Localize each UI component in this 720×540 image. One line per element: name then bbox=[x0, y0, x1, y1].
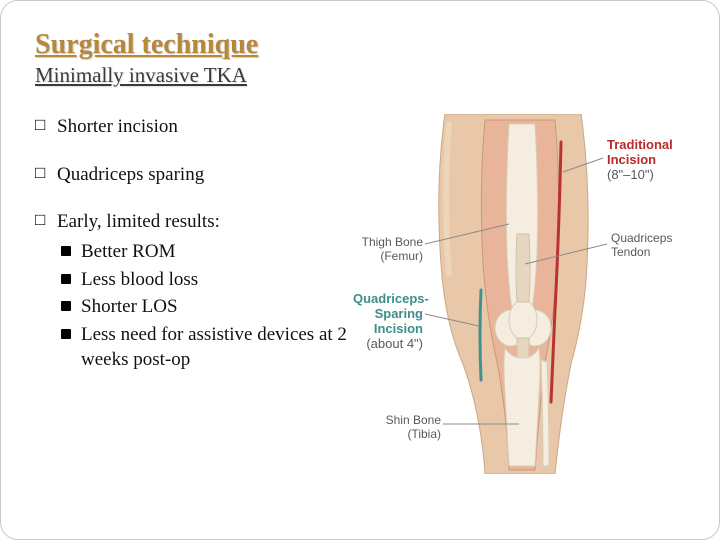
label-line: Incision bbox=[607, 152, 656, 167]
label-quadriceps-tendon: Quadriceps Tendon bbox=[611, 232, 672, 260]
slide-title: Surgical technique bbox=[35, 29, 685, 61]
label-line: Quadriceps- bbox=[353, 291, 429, 306]
bullet-early-results: Early, limited results: bbox=[35, 209, 375, 235]
bullet-quadriceps-sparing: Quadriceps sparing bbox=[35, 162, 375, 188]
label-line: Incision bbox=[374, 321, 423, 336]
label-line: Thigh Bone bbox=[362, 235, 423, 249]
label-line: Quadriceps bbox=[611, 231, 672, 245]
subbullet-rom: Better ROM bbox=[35, 239, 375, 265]
slide-container: Surgical technique Minimally invasive TK… bbox=[0, 0, 720, 540]
label-shin-bone: Shin Bone (Tibia) bbox=[385, 414, 441, 442]
label-line: Tendon bbox=[611, 245, 650, 259]
subbullet-los: Shorter LOS bbox=[35, 294, 375, 320]
bullet-shorter-incision: Shorter incision bbox=[35, 114, 375, 140]
label-line: (Femur) bbox=[380, 249, 423, 263]
label-line: Sparing bbox=[375, 306, 423, 321]
text-column: Shorter incision Quadriceps sparing Earl… bbox=[35, 114, 375, 474]
label-line: Traditional bbox=[607, 137, 673, 152]
label-qsparing-incision: Quadriceps- Sparing Incision (about 4") bbox=[353, 292, 423, 352]
label-thigh-bone: Thigh Bone (Femur) bbox=[361, 236, 423, 264]
label-traditional-incision: Traditional Incision (8"–10") bbox=[607, 138, 673, 183]
label-line: (Tibia) bbox=[407, 427, 441, 441]
label-line: Shin Bone bbox=[386, 413, 441, 427]
label-line: (about 4") bbox=[366, 336, 423, 351]
subbullet-assistive: Less need for assistive devices at 2 wee… bbox=[35, 322, 375, 373]
slide-subtitle: Minimally invasive TKA bbox=[35, 63, 685, 88]
label-line: (8"–10") bbox=[607, 167, 654, 182]
subbullet-blood-loss: Less blood loss bbox=[35, 267, 375, 293]
figure-column: Traditional Incision (8"–10") Thigh Bone… bbox=[385, 114, 685, 474]
content-row: Shorter incision Quadriceps sparing Earl… bbox=[35, 114, 685, 474]
